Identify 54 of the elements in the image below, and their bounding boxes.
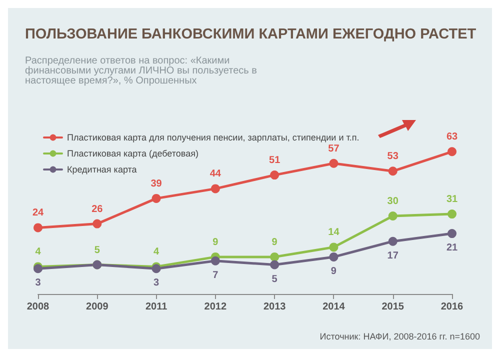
legend-label: Пластиковая карта для получения пенсии, зарплаты, стипендии и т.п. [67,132,360,142]
data-label: 24 [32,208,44,219]
chart-title: ПОЛЬЗОВАНИЕ БАНКОВСКИМИ КАРТАМИ ЕЖЕГОДНО РАСТЕТ [25,26,476,42]
legend-label: Кредитная карта [67,164,137,174]
point [388,212,398,220]
text: Источник: НАФИ, 2008-2016 гг. n=1600 [320,332,480,342]
x-tick-label: 2012 [204,302,227,312]
point [152,194,161,203]
data-label: 63 [446,132,458,143]
x-tick-label: 2011 [145,302,168,312]
point [448,229,456,238]
point [329,242,338,252]
point [448,147,456,156]
data-label: 3 [154,278,160,289]
data-label: 21 [446,242,458,254]
point [270,260,280,270]
data-label: 57 [328,143,340,154]
point [448,210,456,219]
point [34,223,42,232]
data-label: 5 [94,244,100,256]
point [388,166,398,176]
point [210,184,220,194]
data-label: 4 [35,246,42,258]
data-label: 39 [150,178,162,190]
chart-subtitle: Распределение ответов на вопрос: «Какими финансовыми услугами ЛИЧНО вы пользуетесь в настоящее время?», % Опрошенных [25,56,260,86]
point [329,252,338,262]
data-label: 9 [212,236,219,248]
data-label: 30 [387,196,399,207]
point [388,236,398,246]
data-label: 17 [387,250,399,262]
x-tick-label: 2008 [26,302,50,312]
data-label: 44 [210,168,222,180]
data-label: 26 [92,204,104,215]
x-tick-label: 2009 [86,302,109,312]
x-tick-label: 2014 [322,302,346,312]
data-label: 14 [328,227,340,238]
data-label: 7 [212,270,219,281]
data-label: 4 [154,246,160,258]
point [270,252,280,262]
data-label: 53 [387,151,399,162]
legend-label: Пластиковая карта (дебетовая) [67,148,198,158]
data-label: 51 [269,155,281,166]
point [210,256,220,266]
point [92,219,102,228]
x-tick-label: 2013 [263,302,286,312]
data-label: 5 [272,274,278,285]
data-label: 3 [35,278,42,289]
data-label: 31 [446,194,458,206]
x-tick-label: 2015 [382,302,404,312]
point [270,170,280,180]
x-tick-label: 2016 [440,302,464,312]
point [329,158,338,168]
data-label: 9 [330,266,337,277]
data-label: 9 [272,236,278,248]
